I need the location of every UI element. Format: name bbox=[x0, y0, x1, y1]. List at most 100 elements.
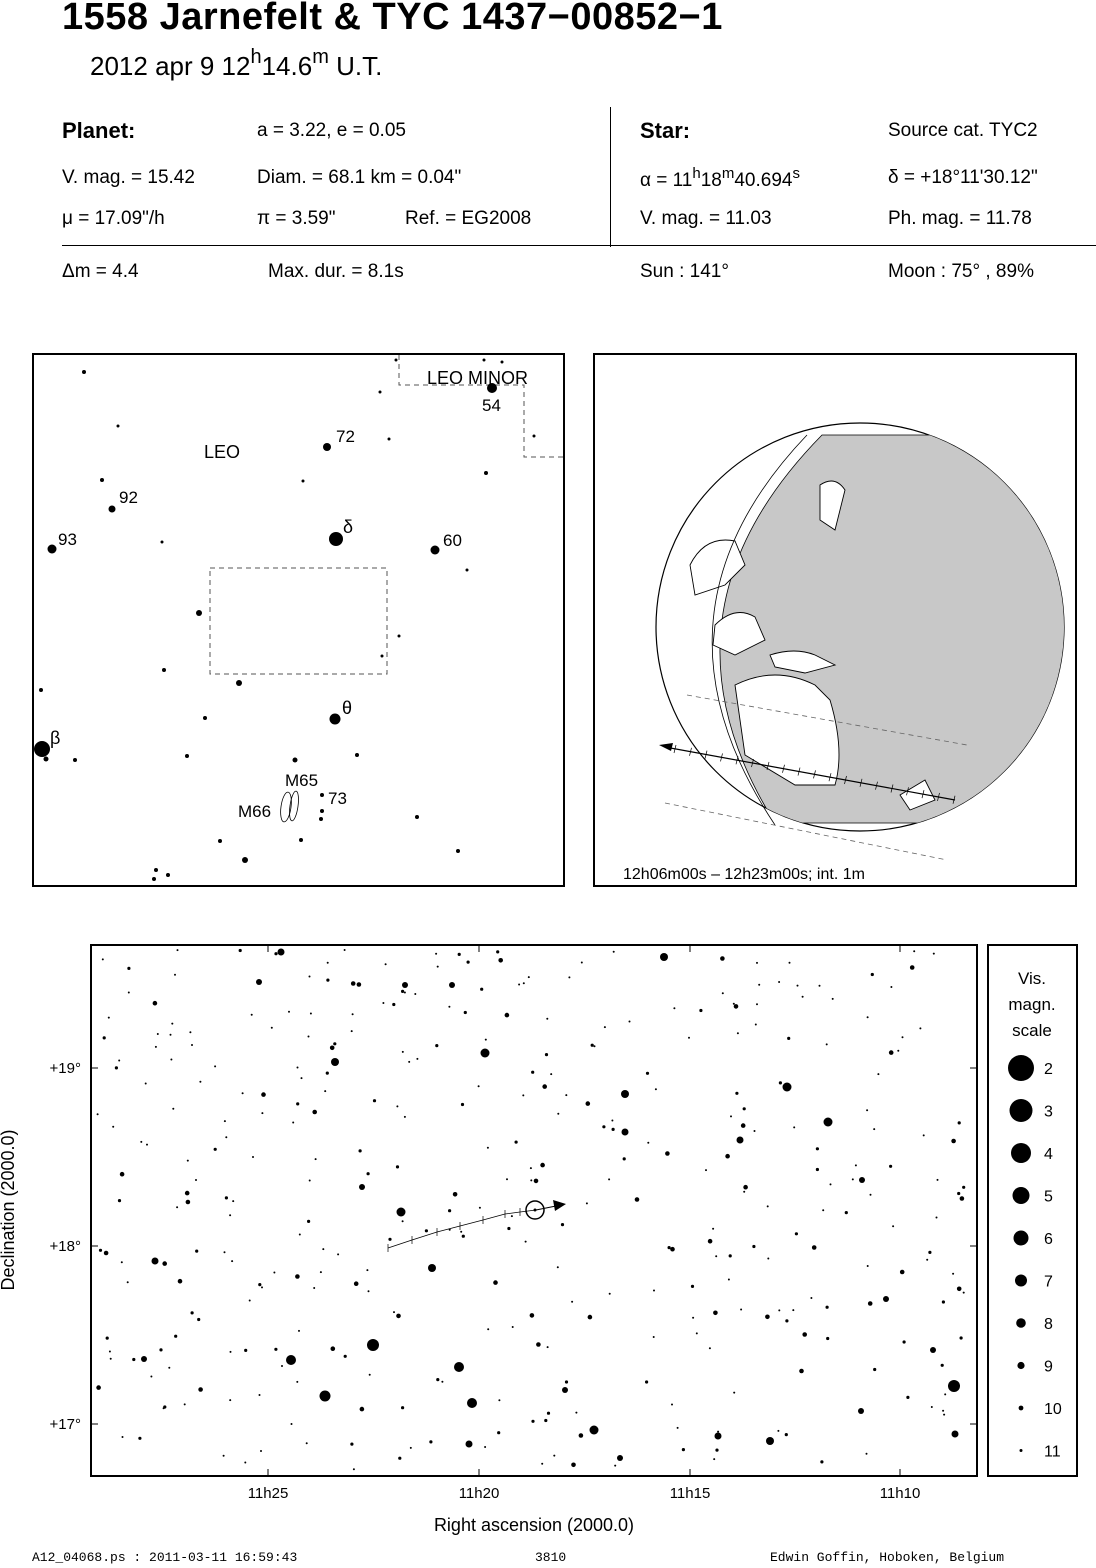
field-star bbox=[901, 1036, 904, 1039]
field-star bbox=[788, 961, 791, 964]
target-star bbox=[533, 1208, 537, 1212]
field-star bbox=[367, 1290, 370, 1293]
shadow-limit-north bbox=[686, 694, 968, 746]
main-star-chart: 11h25 11h20 11h15 11h10 +19° +18° +17° R… bbox=[0, 944, 1078, 1535]
label-m66: M66 bbox=[238, 802, 271, 821]
field-star bbox=[540, 1162, 545, 1168]
star-alpha: α = 11h18m40.694s bbox=[640, 165, 800, 192]
field-star-bright bbox=[858, 1408, 864, 1414]
field-star bbox=[822, 1209, 825, 1212]
header-rule bbox=[62, 245, 1096, 246]
field-star bbox=[174, 973, 176, 976]
ground-track-line bbox=[664, 746, 956, 801]
field-star bbox=[273, 1271, 276, 1274]
field-star bbox=[401, 1050, 404, 1053]
field-star bbox=[611, 1127, 615, 1131]
field-star bbox=[899, 1269, 905, 1275]
field-star bbox=[940, 1363, 944, 1367]
footer-number: 3810 bbox=[535, 1550, 567, 1565]
field-star-bright bbox=[359, 1184, 365, 1190]
field-star bbox=[531, 1419, 535, 1423]
field-star bbox=[199, 1080, 202, 1083]
field-star bbox=[756, 1003, 758, 1006]
legend-title-1: Vis. bbox=[1018, 969, 1046, 988]
field-star-bright bbox=[331, 1058, 339, 1066]
field-star bbox=[319, 1271, 322, 1274]
field-star bbox=[550, 1073, 553, 1076]
field-star bbox=[614, 1464, 617, 1467]
legend-symbol bbox=[1012, 1187, 1030, 1204]
field-star bbox=[801, 995, 804, 998]
field-star bbox=[191, 1044, 193, 1046]
field-star bbox=[102, 1036, 106, 1040]
star-source: Source cat. TYC2 bbox=[888, 120, 1038, 141]
field-star-bright bbox=[454, 1362, 464, 1372]
field-star bbox=[138, 1436, 142, 1440]
field-star bbox=[890, 986, 893, 988]
ground-track-tick bbox=[689, 747, 692, 756]
field-star bbox=[956, 1286, 962, 1292]
field-star bbox=[174, 1334, 178, 1338]
field-star bbox=[408, 1060, 411, 1063]
field-star bbox=[497, 1431, 501, 1435]
china-shape bbox=[689, 539, 746, 596]
field-star bbox=[416, 1057, 419, 1060]
field-star bbox=[132, 1357, 136, 1362]
field-star-bright bbox=[467, 1398, 477, 1408]
field-star bbox=[784, 1433, 788, 1437]
legend-symbol bbox=[1016, 1318, 1026, 1328]
field-star bbox=[117, 1199, 122, 1203]
field-star bbox=[351, 1013, 354, 1016]
field-star bbox=[575, 1411, 578, 1414]
field-star bbox=[712, 1227, 715, 1230]
field-star-bright bbox=[465, 1440, 473, 1448]
star-label-54: 54 bbox=[482, 396, 501, 415]
star-label-72: 72 bbox=[336, 427, 355, 446]
field-star bbox=[504, 1012, 510, 1018]
field-star bbox=[778, 1309, 781, 1312]
field-star bbox=[732, 1002, 735, 1005]
field-star bbox=[460, 1102, 465, 1107]
field-star bbox=[288, 1010, 290, 1013]
field-star bbox=[544, 1418, 548, 1423]
finder-stars bbox=[34, 358, 536, 881]
field-star bbox=[368, 1373, 371, 1376]
motion-arrow-head bbox=[553, 1200, 566, 1211]
field-star bbox=[436, 965, 439, 968]
field-star bbox=[296, 1380, 299, 1383]
field-star bbox=[553, 1454, 556, 1457]
finder-star bbox=[34, 741, 50, 757]
legend-magnitude-label: 11 bbox=[1044, 1444, 1061, 1461]
field-star bbox=[794, 1232, 799, 1236]
field-star bbox=[608, 1178, 611, 1181]
field-star bbox=[274, 952, 278, 956]
legend-symbol bbox=[1013, 1230, 1029, 1246]
field-star bbox=[261, 1112, 264, 1115]
field-star bbox=[329, 1045, 335, 1051]
field-star bbox=[281, 1365, 283, 1367]
field-star bbox=[183, 1403, 186, 1406]
field-star bbox=[713, 1310, 718, 1316]
field-star bbox=[343, 949, 346, 951]
alpha-h: h bbox=[692, 165, 701, 182]
ground-track-tick bbox=[875, 781, 878, 790]
legend-magnitude-label: 5 bbox=[1044, 1189, 1053, 1206]
field-star bbox=[793, 1126, 796, 1129]
field-star bbox=[913, 950, 916, 953]
field-star bbox=[241, 1092, 244, 1095]
field-star bbox=[717, 1430, 720, 1433]
field-star bbox=[522, 982, 525, 985]
field-star bbox=[787, 1036, 791, 1040]
alpha-m: m bbox=[721, 165, 735, 182]
field-star bbox=[665, 1151, 670, 1156]
field-star bbox=[851, 1178, 854, 1181]
continents bbox=[689, 480, 936, 811]
field-star bbox=[127, 966, 131, 970]
field-star bbox=[740, 1308, 743, 1311]
field-star bbox=[298, 1329, 300, 1332]
ground-track-tick bbox=[797, 767, 801, 776]
field-star bbox=[484, 1446, 487, 1448]
alpha-sec: 40.694 bbox=[734, 170, 793, 191]
finder-chart-panel: LEO LEO MINOR 54 72 92 93 60 δ θ β M65 M… bbox=[32, 353, 565, 887]
label-m65: M65 bbox=[285, 771, 318, 790]
